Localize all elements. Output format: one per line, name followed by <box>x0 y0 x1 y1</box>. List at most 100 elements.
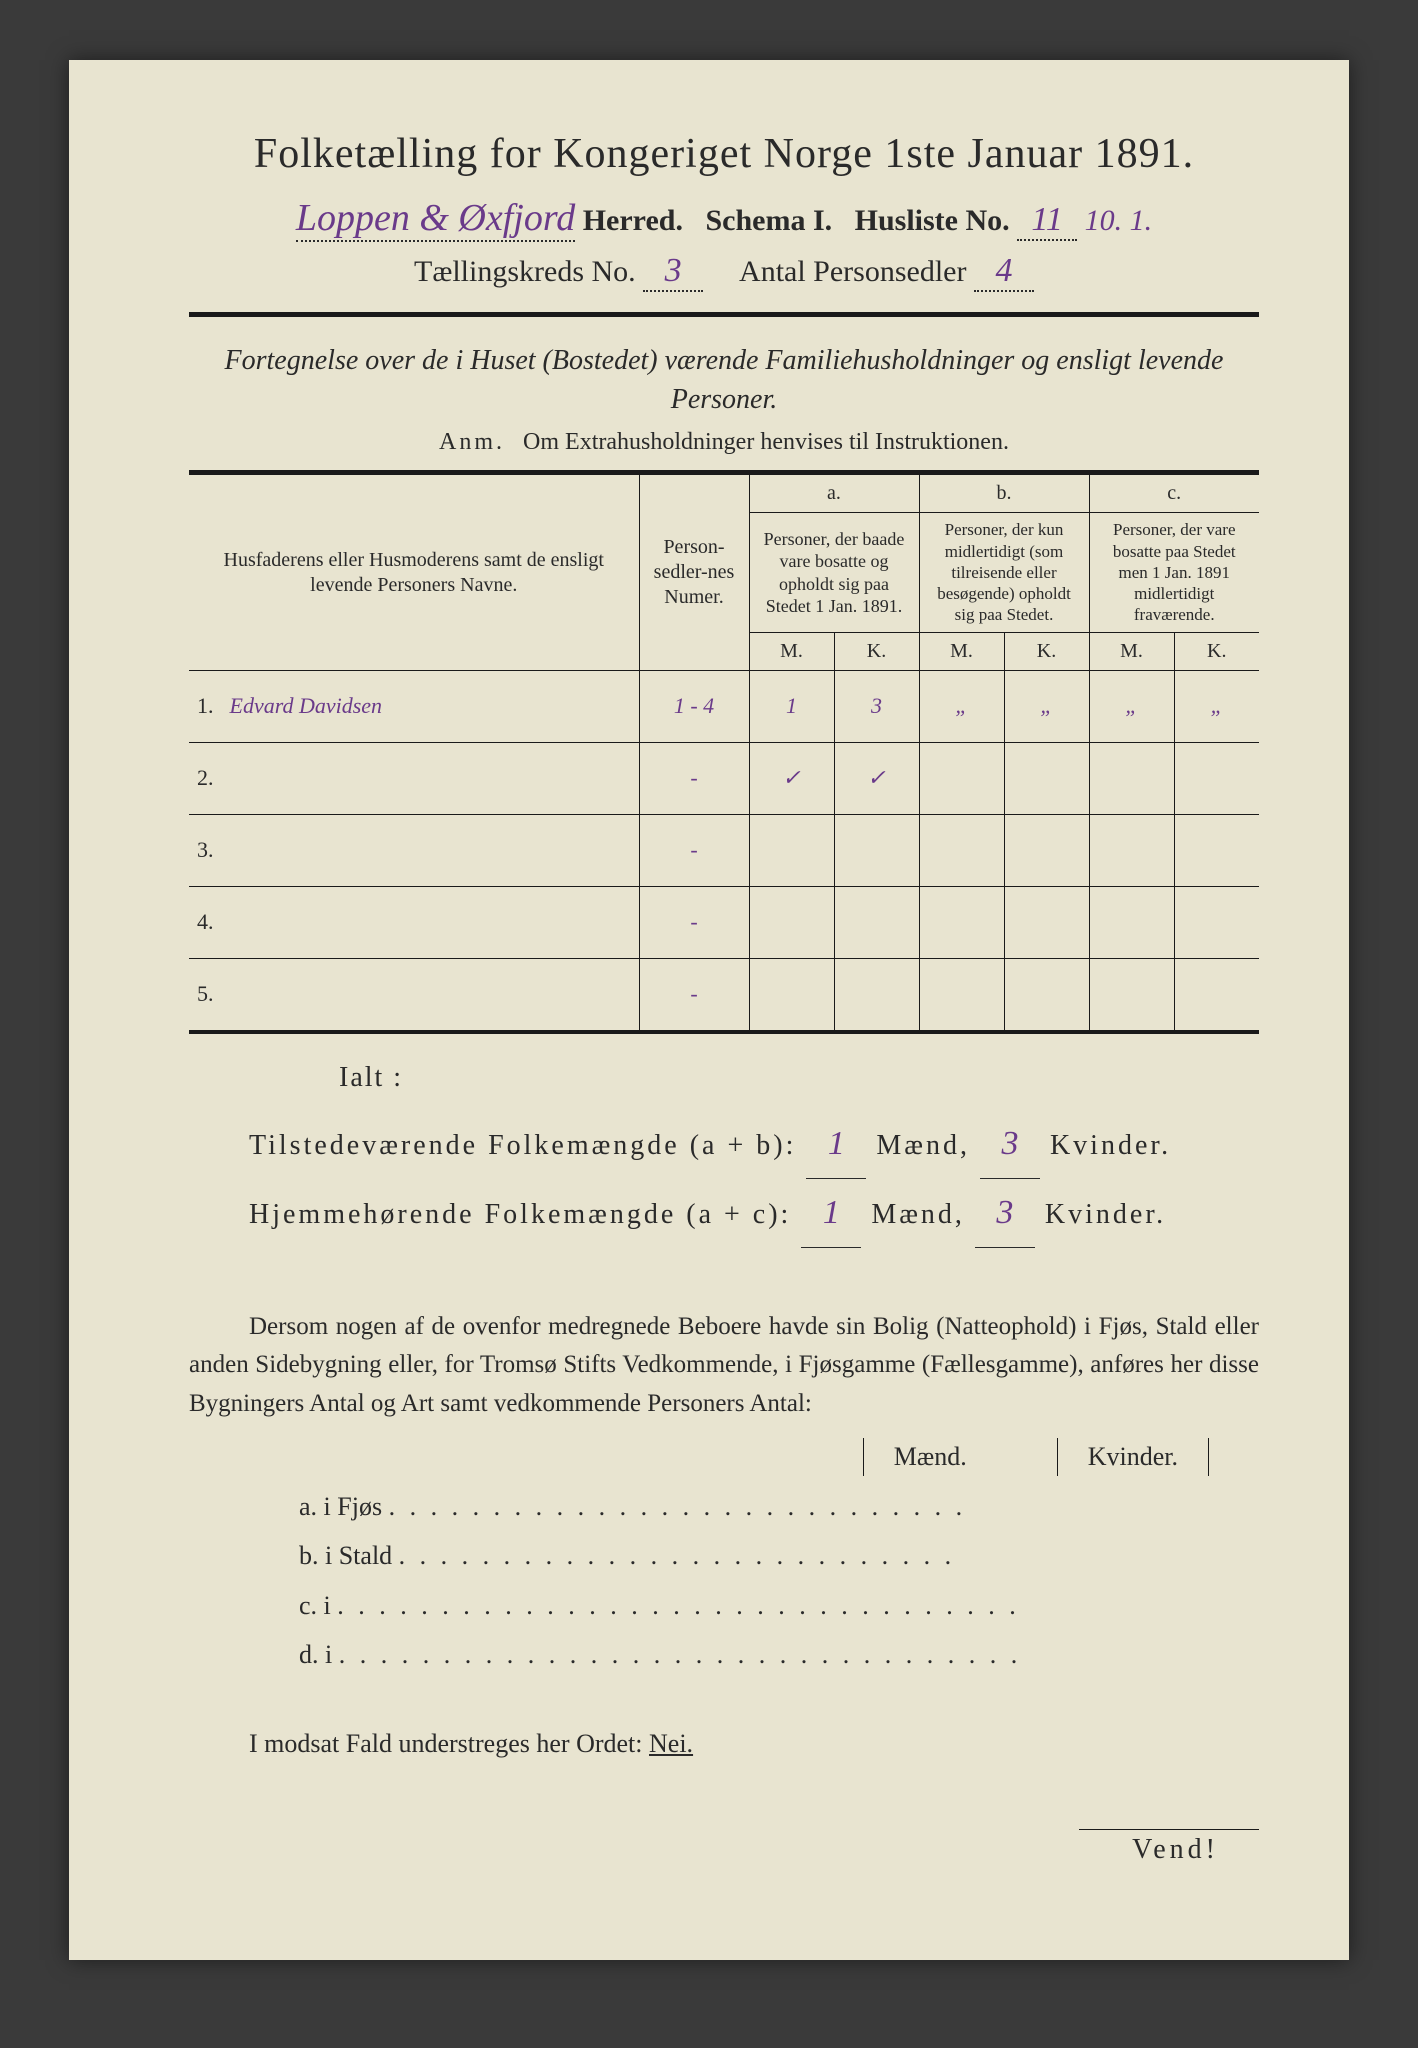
main-title: Folketælling for Kongeriget Norge 1ste J… <box>189 130 1259 178</box>
abcd-list: a. i Fjøs . . . . . . . . . . . . . . . … <box>299 1482 1259 1680</box>
form-subtitle: Fortegnelse over de i Huset (Bostedet) v… <box>189 341 1259 419</box>
table-row: 4. - <box>189 886 1259 958</box>
row-c-k: „ <box>1174 670 1259 742</box>
row-c-m <box>1089 742 1174 814</box>
census-form-page: Folketælling for Kongeriget Norge 1ste J… <box>69 60 1349 1960</box>
th-a-k: K. <box>834 632 919 670</box>
personsedler-label: Antal Personsedler <box>739 255 966 288</box>
personsedler-no: 4 <box>974 252 1034 292</box>
row-num: 2. <box>189 742 222 814</box>
maend-kvinder-header: Mænd. Kvinder. <box>189 1438 1259 1476</box>
th-c-m: M. <box>1089 632 1174 670</box>
ialt-label: Ialt : <box>339 1062 1259 1094</box>
table-row: 5. - <box>189 958 1259 1030</box>
husliste-label: Husliste No. <box>855 204 1010 237</box>
row-a: a. i Fjøs . . . . . . . . . . . . . . . … <box>299 1482 1259 1531</box>
tot2-mid: Mænd, <box>871 1199 965 1230</box>
table-row: 1.Edvard Davidsen1 - 413„„„„ <box>189 670 1259 742</box>
th-name: Husfaderens eller Husmoderens samt de en… <box>189 473 639 670</box>
row-a-m <box>749 814 834 886</box>
th-b-k: K. <box>1004 632 1089 670</box>
row-c-k <box>1174 958 1259 1030</box>
anm-line: Anm. Om Extrahusholdninger henvises til … <box>189 429 1259 456</box>
row-a-k: 3 <box>834 670 919 742</box>
husliste-extra: 10. 1. <box>1085 204 1153 237</box>
row-b-m <box>919 814 1004 886</box>
totals-line-2: Hjemmehørende Folkemængde (a + c): 1 Mæn… <box>249 1179 1259 1248</box>
row-c-k <box>1174 814 1259 886</box>
row-c-m <box>1089 814 1174 886</box>
row-d: d. i . . . . . . . . . . . . . . . . . .… <box>299 1630 1259 1679</box>
th-c-text: Personer, der vare bosatte paa Stedet me… <box>1089 513 1259 632</box>
row-personsedler-num: - <box>639 814 749 886</box>
row-personsedler-num: - <box>639 886 749 958</box>
tot1-k: 3 <box>980 1110 1040 1179</box>
anm-label: Anm. <box>439 429 505 455</box>
kreds-label: Tællingskreds No. <box>414 255 636 288</box>
row-b-m <box>919 886 1004 958</box>
row-personsedler-num: - <box>639 742 749 814</box>
table-row: 3. - <box>189 814 1259 886</box>
maend-col: Mænd. <box>863 1438 997 1476</box>
row-num: 4. <box>189 886 222 958</box>
th-a-label: a. <box>749 473 919 513</box>
th-b-m: M. <box>919 632 1004 670</box>
tot1-label: Tilstedeværende Folkemængde (a + b): <box>249 1130 796 1161</box>
row-a-k <box>834 958 919 1030</box>
row-c-k <box>1174 742 1259 814</box>
header-line-2: Loppen & Øxfjord Herred. Schema I. Husli… <box>189 196 1259 242</box>
tot2-m: 1 <box>801 1179 861 1248</box>
row-num: 3. <box>189 814 222 886</box>
th-c-label: c. <box>1089 473 1259 513</box>
row-b-k <box>1004 886 1089 958</box>
row-a-m <box>749 886 834 958</box>
header-line-3: Tællingskreds No. 3 Antal Personsedler 4 <box>189 252 1259 292</box>
row-a-k <box>834 886 919 958</box>
row-b-m <box>919 958 1004 1030</box>
nei-line: I modsat Fald understreges her Ordet: Ne… <box>189 1729 1259 1759</box>
building-paragraph: Dersom nogen af de ovenfor medregnede Be… <box>189 1308 1259 1424</box>
th-b-label: b. <box>919 473 1089 513</box>
schema-label: Schema I. <box>705 204 832 237</box>
row-name <box>222 814 640 886</box>
tot2-end: Kvinder. <box>1045 1199 1166 1230</box>
row-personsedler-num: 1 - 4 <box>639 670 749 742</box>
table-bottom-rule <box>189 1030 1259 1034</box>
th-num: Person-sedler-nes Numer. <box>639 473 749 670</box>
th-c-k: K. <box>1174 632 1259 670</box>
row-b-m <box>919 742 1004 814</box>
divider-rule <box>189 312 1259 317</box>
row-b: b. i Stald . . . . . . . . . . . . . . .… <box>299 1531 1259 1580</box>
row-name <box>222 886 640 958</box>
herred-label: Herred. <box>583 204 683 237</box>
row-b-m: „ <box>919 670 1004 742</box>
row-num: 5. <box>189 958 222 1030</box>
tot1-mid: Mænd, <box>876 1130 970 1161</box>
row-name <box>222 958 640 1030</box>
totals-line-1: Tilstedeværende Folkemængde (a + b): 1 M… <box>249 1110 1259 1179</box>
row-name <box>222 742 640 814</box>
row-c-m <box>1089 886 1174 958</box>
husliste-no: 11 <box>1017 201 1077 241</box>
totals-block: Tilstedeværende Folkemængde (a + b): 1 M… <box>249 1110 1259 1248</box>
row-num: 1. <box>189 670 222 742</box>
tot1-m: 1 <box>806 1110 866 1179</box>
row-b-k <box>1004 814 1089 886</box>
row-b-k <box>1004 958 1089 1030</box>
tot1-end: Kvinder. <box>1050 1130 1171 1161</box>
nei-label: I modsat Fald understreges her Ordet: <box>249 1729 643 1758</box>
household-table: Husfaderens eller Husmoderens samt de en… <box>189 470 1259 1030</box>
row-a-k <box>834 814 919 886</box>
vend-label: Vend! <box>1079 1829 1259 1866</box>
row-personsedler-num: - <box>639 958 749 1030</box>
th-b-text: Personer, der kun midlertidigt (som tilr… <box>919 513 1089 632</box>
tot2-label: Hjemmehørende Folkemængde (a + c): <box>249 1199 791 1230</box>
row-name: Edvard Davidsen <box>222 670 640 742</box>
row-c-m <box>1089 958 1174 1030</box>
kreds-no: 3 <box>643 252 703 292</box>
table-row: 2.-✓✓ <box>189 742 1259 814</box>
herred-name-handwritten: Loppen & Øxfjord <box>296 196 575 242</box>
th-a-text: Personer, der baade vare bosatte og opho… <box>749 513 919 632</box>
nei-word: Nei. <box>649 1729 693 1758</box>
row-b-k: „ <box>1004 670 1089 742</box>
